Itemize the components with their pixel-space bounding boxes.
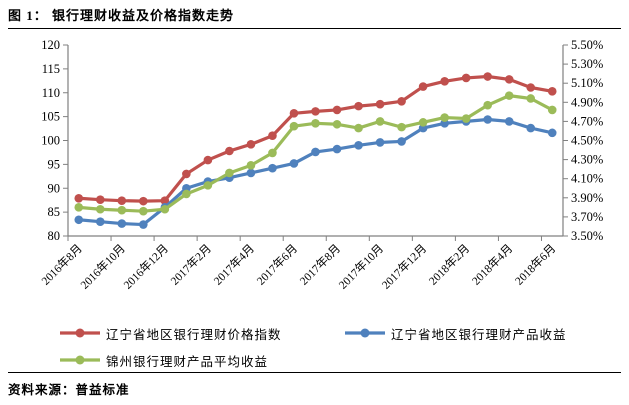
svg-text:2017年2月: 2017年2月 [168, 241, 214, 287]
legend-label: 辽宁省地区银行理财价格指数 [106, 327, 282, 342]
svg-text:4.70%: 4.70% [571, 114, 603, 128]
svg-text:4.10%: 4.10% [571, 172, 603, 186]
svg-text:5.30%: 5.30% [571, 57, 603, 71]
figure-title: 图 1： 银行理财收益及价格指数走势 [8, 8, 235, 23]
legend-item-2: 锦州银行理财产品平均收益 [60, 348, 345, 372]
svg-text:105: 105 [41, 110, 60, 124]
svg-text:2017年6月: 2017年6月 [254, 241, 300, 287]
svg-text:110: 110 [42, 86, 60, 100]
left-axis: 80 85 90 95 100 105 110 115 120 [41, 38, 68, 243]
svg-text:120: 120 [41, 38, 60, 52]
line-chart: 80 85 90 95 100 105 110 115 120 3.50% 3.70% 3.90% 4.… [38, 38, 603, 292]
svg-text:2016年12月: 2016年12月 [120, 241, 171, 292]
svg-text:2017年10月: 2017年10月 [336, 241, 387, 292]
svg-text:3.50%: 3.50% [571, 229, 603, 243]
svg-text:95: 95 [48, 157, 61, 171]
svg-text:4.30%: 4.30% [571, 153, 603, 167]
svg-text:90: 90 [48, 181, 61, 195]
svg-text:2017年4月: 2017年4月 [211, 241, 257, 287]
legend-item-1: 辽宁省地区银行理财产品收益 [345, 321, 580, 345]
svg-text:3.90%: 3.90% [571, 191, 603, 205]
svg-text:3.70%: 3.70% [571, 210, 603, 224]
svg-text:100: 100 [41, 134, 60, 148]
svg-text:2018年2月: 2018年2月 [426, 241, 472, 287]
legend-label: 辽宁省地区银行理财产品收益 [391, 327, 567, 342]
right-axis: 3.50% 3.70% 3.90% 4.10% 4.30% 4.50% 4.70% 4.90%… [563, 38, 603, 243]
svg-text:5.10%: 5.10% [571, 76, 603, 90]
legend-label: 锦州银行理财产品平均收益 [106, 354, 269, 369]
source-note: 资料来源：普益标准 [8, 383, 130, 397]
title-divider [8, 28, 621, 29]
svg-text:2017年12月: 2017年12月 [379, 241, 430, 292]
svg-text:115: 115 [42, 62, 60, 76]
chart-legend: 辽宁省地区银行理财价格指数 辽宁省地区银行理财产品收益锦州银行理财产品平均收益 [60, 321, 580, 372]
series-1 [74, 115, 557, 229]
legend-marker-icon [345, 328, 385, 338]
svg-text:5.50%: 5.50% [571, 38, 603, 52]
legend-marker-icon [60, 328, 100, 338]
series-2 [74, 91, 557, 216]
svg-text:2016年10月: 2016年10月 [77, 241, 128, 292]
svg-text:2018年4月: 2018年4月 [469, 241, 515, 287]
svg-text:2018年6月: 2018年6月 [512, 241, 558, 287]
svg-text:2016年8月: 2016年8月 [38, 241, 84, 287]
legend-item-0: 辽宁省地区银行理财价格指数 [60, 321, 345, 345]
series-0 [74, 72, 557, 206]
svg-text:2017年8月: 2017年8月 [297, 241, 343, 287]
legend-marker-icon [60, 355, 100, 365]
svg-text:80: 80 [48, 229, 61, 243]
footer-divider [8, 372, 621, 373]
svg-text:4.50%: 4.50% [571, 134, 603, 148]
x-axis: 2016年8月2016年10月2016年12月2017年2月2017年4月201… [38, 236, 558, 292]
svg-text:4.90%: 4.90% [571, 95, 603, 109]
svg-text:85: 85 [48, 205, 61, 219]
